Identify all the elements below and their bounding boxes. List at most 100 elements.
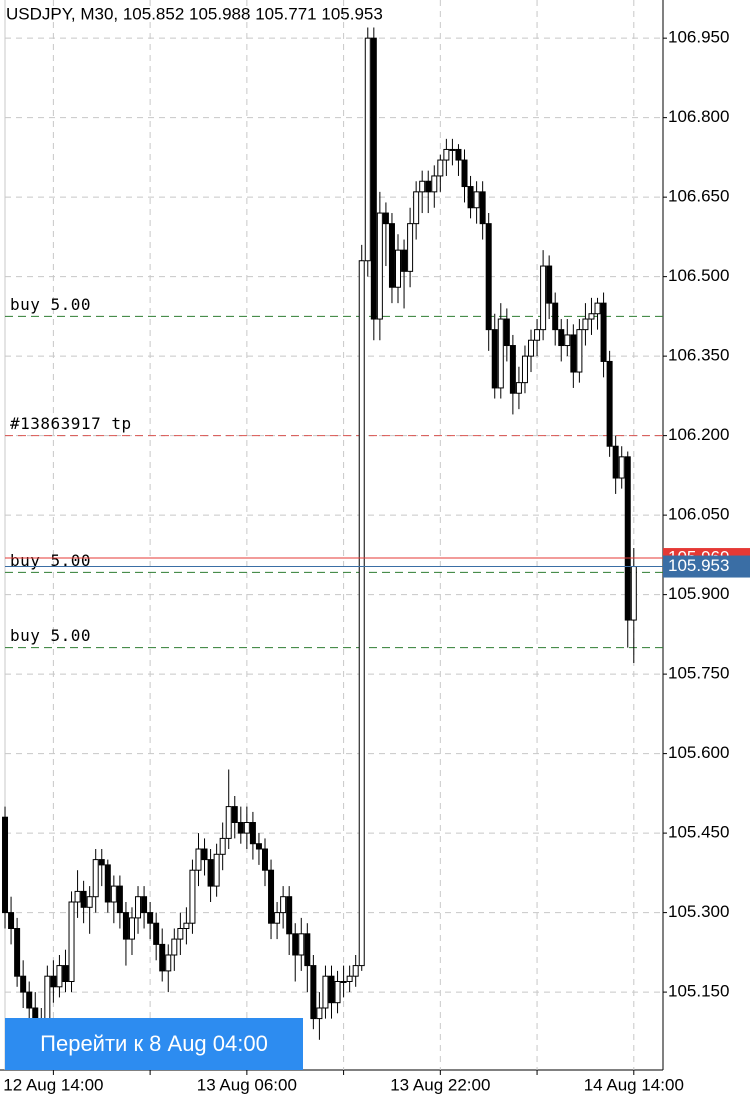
y-tick-label: 105.150	[668, 982, 729, 1001]
candle-body	[612, 445, 619, 479]
y-tick-label: 106.500	[668, 266, 729, 285]
candle-body	[110, 885, 117, 903]
candle-body	[310, 965, 317, 1020]
candle-body	[479, 191, 486, 225]
candle-body	[316, 1007, 323, 1020]
candle-body	[195, 848, 202, 871]
candle-body	[207, 859, 214, 887]
candle-body	[558, 329, 565, 347]
candle-body	[14, 927, 21, 977]
candle-body	[534, 329, 541, 341]
candle-body	[449, 148, 456, 151]
x-tick-label: 13 Aug 22:00	[390, 1075, 490, 1094]
candle-body	[528, 339, 535, 357]
order-label: buy 5.00	[10, 551, 91, 570]
go-to-date-button[interactable]: Перейти к 8 Aug 04:00	[5, 1018, 303, 1070]
y-tick-label: 106.950	[668, 28, 729, 47]
order-label: buy 5.00	[10, 295, 91, 314]
candle-body	[183, 922, 190, 929]
candle-body	[322, 975, 329, 1009]
candle-body	[485, 223, 492, 331]
candle-body	[364, 37, 371, 262]
candle-body	[92, 859, 99, 898]
candle-body	[98, 859, 105, 866]
candle-body	[630, 566, 637, 621]
candle-body	[431, 175, 438, 193]
candle-body	[461, 159, 468, 188]
candle-body	[540, 265, 547, 331]
candle-body	[388, 223, 395, 288]
candle-body	[177, 927, 184, 940]
order-label: #13863917 tp	[10, 414, 132, 433]
candle-body	[546, 265, 553, 304]
candle-body	[219, 837, 226, 855]
candle-body	[237, 822, 244, 834]
x-tick-label: 13 Aug 06:00	[197, 1075, 297, 1094]
candle-body	[304, 933, 311, 967]
candle-body	[255, 843, 262, 850]
candle-body	[62, 965, 69, 982]
chart-title: USDJPY, M30, 105.852 105.988 105.771 105…	[6, 4, 383, 23]
y-tick-label: 106.800	[668, 107, 729, 126]
candle-body	[346, 975, 353, 982]
candle-body	[552, 302, 559, 331]
order-label: buy 5.00	[10, 626, 91, 645]
y-tick-label: 106.200	[668, 425, 729, 444]
candle-body	[68, 901, 75, 982]
candle-body	[582, 318, 589, 331]
bid-tag-label: 105.953	[668, 556, 729, 575]
candle-body	[189, 869, 196, 924]
candle-body	[159, 943, 166, 972]
candle-body	[570, 334, 577, 373]
candle-body	[8, 912, 15, 929]
candle-body	[171, 938, 178, 956]
candle-body	[243, 822, 250, 834]
candle-body	[104, 864, 111, 903]
candle-body	[618, 456, 625, 479]
bid-tag	[663, 555, 750, 578]
candle-body	[594, 302, 601, 315]
candle-body	[395, 249, 402, 288]
candle-body	[413, 191, 420, 225]
candle-body	[201, 848, 208, 861]
candle-body	[588, 313, 595, 320]
candle-body	[340, 980, 347, 983]
candle-body	[274, 912, 281, 924]
candle-body	[213, 853, 220, 887]
candle-body	[116, 885, 123, 914]
y-tick-label: 106.650	[668, 187, 729, 206]
candle-body	[141, 896, 148, 914]
candle-body	[564, 334, 571, 347]
y-tick-label: 105.750	[668, 664, 729, 683]
candle-body	[509, 345, 516, 394]
candle-body	[407, 223, 414, 272]
candle-body	[491, 329, 498, 389]
candle-body	[467, 186, 474, 209]
candle-body	[600, 302, 607, 362]
candle-body	[455, 148, 462, 161]
candle-body	[503, 318, 510, 347]
candle-body	[443, 148, 450, 161]
candle-body	[370, 37, 377, 320]
candle-body	[86, 896, 93, 908]
x-tick-label: 14 Aug 14:00	[584, 1075, 684, 1094]
candle-body	[128, 917, 135, 940]
candle-body	[624, 456, 631, 621]
candle-body	[231, 806, 238, 824]
candle-body	[261, 848, 268, 871]
candle-body	[334, 980, 341, 1004]
candle-body	[521, 355, 528, 384]
candle-body	[425, 180, 432, 193]
candle-body	[44, 975, 51, 1025]
candle-body	[74, 890, 81, 903]
candle-body	[50, 975, 57, 988]
candle-body	[80, 890, 87, 908]
candle-body	[280, 896, 287, 914]
candle-body	[576, 329, 583, 373]
candle-body	[153, 922, 160, 945]
candle-body	[249, 822, 256, 845]
candle-body	[382, 212, 389, 225]
candle-body	[515, 382, 522, 394]
candle-body	[401, 249, 408, 272]
